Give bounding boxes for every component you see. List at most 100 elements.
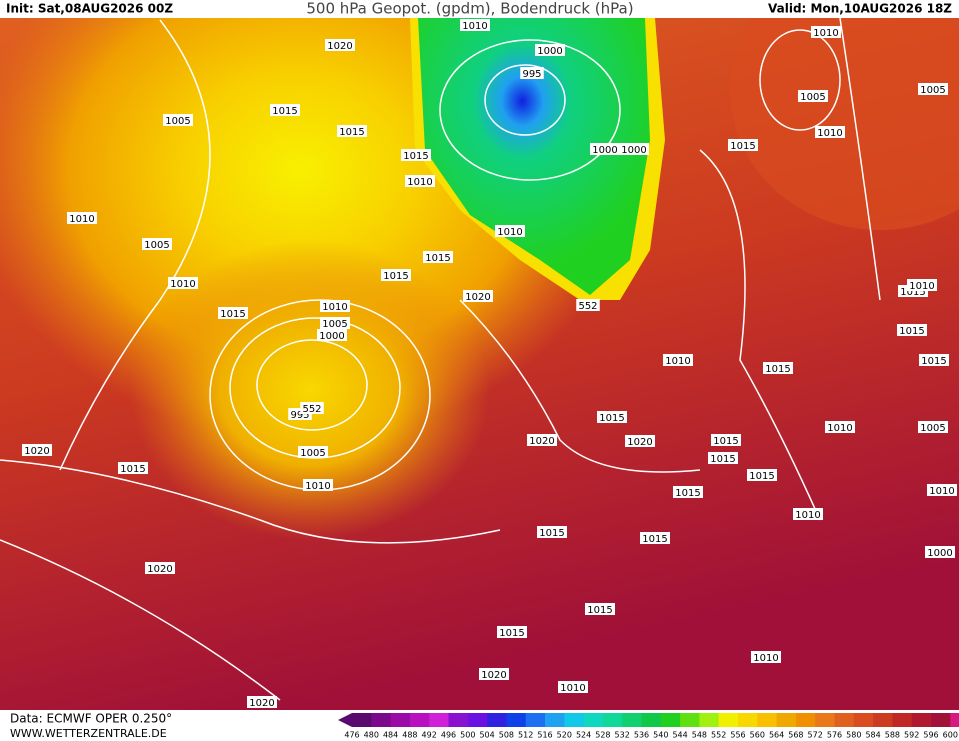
isobar-label: 1015 xyxy=(710,454,735,465)
label-box xyxy=(619,143,649,155)
colorbar-swatch xyxy=(892,713,913,727)
isobar-label: 1015 xyxy=(730,141,755,152)
colorbar-label: 564 xyxy=(769,731,784,740)
colorbar-swatch xyxy=(545,713,565,727)
colorbar-label: 484 xyxy=(383,731,398,740)
label-box xyxy=(919,354,949,366)
colorbar-label: 572 xyxy=(808,731,823,740)
colorbar-swatch xyxy=(776,713,797,727)
label-box xyxy=(558,681,588,693)
colorbar-swatch xyxy=(757,713,778,727)
isobar-label: 1010 xyxy=(813,28,838,39)
colorbar-label: 532 xyxy=(615,731,630,740)
label-box xyxy=(897,324,927,336)
isobar-label: 1015 xyxy=(220,309,245,320)
colorbar-label: 552 xyxy=(711,731,726,740)
label-box xyxy=(320,317,350,329)
label-box xyxy=(300,402,324,414)
colorbar-label: 600 xyxy=(943,731,958,740)
isobar-label: 1000 xyxy=(537,46,562,57)
isobar-label: 1005 xyxy=(300,448,325,459)
label-box xyxy=(463,290,493,302)
colorbar-label: 536 xyxy=(634,731,649,740)
colorbar-swatch xyxy=(641,713,662,727)
isobar-label: 1015 xyxy=(339,127,364,138)
label-box xyxy=(325,39,355,51)
colorbar-swatch xyxy=(853,713,874,727)
map-title: 500 hPa Geopot. (gpdm), Bodendruck (hPa) xyxy=(306,0,633,18)
colorbar-label: 512 xyxy=(518,731,533,740)
isobar-label: 1015 xyxy=(120,464,145,475)
label-box xyxy=(67,212,97,224)
label-box xyxy=(520,67,544,79)
label-box xyxy=(763,362,793,374)
field xyxy=(418,18,650,295)
isobar-label: 1015 xyxy=(921,356,946,367)
isobar-label: 995 xyxy=(290,410,309,421)
label-box xyxy=(927,484,957,496)
label-box xyxy=(728,139,758,151)
isobar-label: 1000 xyxy=(621,145,646,156)
isobar-label: 1010 xyxy=(929,486,954,497)
label-box xyxy=(793,508,823,520)
colorbar-swatch xyxy=(467,713,488,727)
label-box xyxy=(585,603,615,615)
label-box xyxy=(535,44,565,56)
isobar-label: 1015 xyxy=(425,253,450,264)
label-box xyxy=(815,126,845,138)
isobar-label: 1015 xyxy=(539,528,564,539)
colorbar-label: 496 xyxy=(441,731,456,740)
label-box xyxy=(303,479,333,491)
isobar-label: 552 xyxy=(302,404,321,415)
colorbar-swatch xyxy=(718,713,739,727)
colorbar-label: 544 xyxy=(672,731,687,740)
isobar-label: 1015 xyxy=(599,413,624,424)
colorbar-label: 568 xyxy=(788,731,803,740)
isobar-label: 1010 xyxy=(407,177,432,188)
colorbar-swatch xyxy=(429,713,449,727)
site: WWW.WETTERZENTRALE.DE xyxy=(10,727,167,740)
isobar-label: 1005 xyxy=(920,423,945,434)
isobar-label: 1010 xyxy=(827,423,852,434)
isobar-label: 1010 xyxy=(497,227,522,238)
colorbar-swatch xyxy=(564,713,585,727)
colorbar-arrow xyxy=(338,713,352,727)
isobar-label: 1010 xyxy=(170,279,195,290)
colorbar-swatch xyxy=(352,713,372,727)
isobar-label: 1015 xyxy=(499,628,524,639)
colorbar-swatch xyxy=(738,713,758,727)
label-box xyxy=(590,143,620,155)
label-box xyxy=(317,329,347,341)
isobar-label: 1015 xyxy=(713,436,738,447)
colorbar-swatch xyxy=(371,713,392,727)
label-box xyxy=(673,486,703,498)
isobar-label: 1010 xyxy=(322,302,347,313)
isobar-label: 1010 xyxy=(69,214,94,225)
label-box xyxy=(142,238,172,250)
colorbar-label: 592 xyxy=(904,731,919,740)
isobar-label: 1005 xyxy=(800,92,825,103)
label-box xyxy=(527,434,557,446)
isobar-label: 1020 xyxy=(529,436,554,447)
colorbar-label: 560 xyxy=(750,731,765,740)
label-box xyxy=(405,175,435,187)
label-box xyxy=(479,668,509,680)
label-box xyxy=(168,277,198,289)
header-bar xyxy=(0,0,959,18)
colorbar-swatch xyxy=(409,713,430,727)
isobar-label: 1015 xyxy=(642,534,667,545)
colorbar-label: 516 xyxy=(537,731,552,740)
colorbar-label: 504 xyxy=(479,731,494,740)
isobars xyxy=(0,17,881,701)
isobar-label: 1005 xyxy=(144,240,169,251)
label-box xyxy=(495,225,525,237)
colorbar-swatch xyxy=(622,713,642,727)
label-box xyxy=(423,251,453,263)
colorbar-label: 524 xyxy=(576,731,591,740)
colorbar-label: 488 xyxy=(402,731,417,740)
label-box xyxy=(640,532,670,544)
label-box xyxy=(497,626,527,638)
colorbar-swatch xyxy=(602,713,623,727)
label-box xyxy=(918,83,948,95)
label-box xyxy=(381,269,411,281)
